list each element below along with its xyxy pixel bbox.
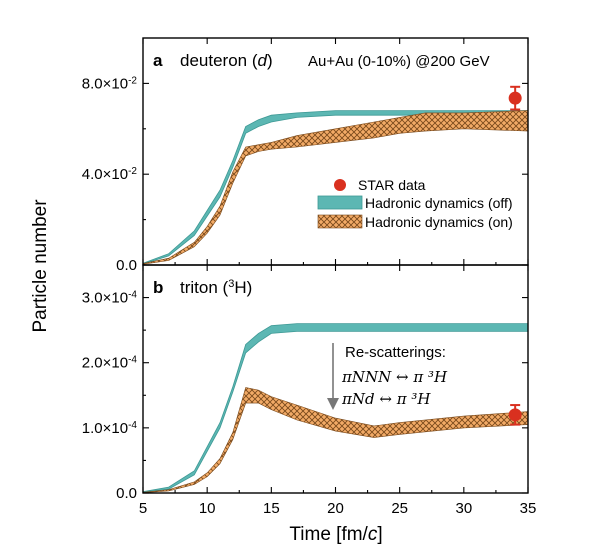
panel-a-star-point: [508, 91, 522, 105]
legend-on-label: Hadronic dynamics (on): [365, 214, 513, 230]
annotation-arrow-head: [327, 398, 339, 410]
panel-a-title: deuteron (d): [180, 51, 273, 70]
panel-b-y-tick-label: 0.0: [116, 485, 137, 502]
x-tick-label: 35: [520, 500, 537, 517]
x-tick-label: 20: [327, 500, 344, 517]
legend-off-swatch: [317, 195, 363, 210]
panel-b-letter: b: [153, 278, 163, 297]
panel-a-y-ticks: 0.0 4.0×10-2 8.0×10-2: [82, 75, 528, 274]
panel-a-points: [508, 85, 522, 111]
panel-a: 0.0 4.0×10-2 8.0×10-2 a deuteron (d) Au+Au…: [82, 37, 529, 274]
x-tick-label: 5: [139, 500, 147, 517]
legend-on-swatch: [317, 214, 363, 229]
panel-a-frame: [142, 37, 529, 266]
panel-b-points: [508, 404, 522, 426]
annotation-title: Re-scatterings:: [345, 344, 446, 361]
panel-b-y-tick-label: 2.0×10-4: [82, 354, 138, 372]
panel-b-x-ticks: 5 10 15 20 25 30 35: [139, 265, 537, 517]
x-tick-label: 30: [455, 500, 472, 517]
rescattering-annotation: Re-scatterings: πNNN ↔ π ³H πNd ↔ π ³H: [327, 343, 448, 410]
panel-b: 0.0 1.0×10-4 2.0×10-4 3.0×10-4 5 10 15 20 25 30 3…: [82, 264, 537, 517]
panel-b-band-hadronic-off: [142, 323, 529, 493]
x-tick-label: 15: [263, 500, 280, 517]
legend: STAR data Hadronic dynamics (off) Hadron…: [317, 177, 513, 230]
panel-a-y-tick-label: 4.0×10-2: [82, 166, 138, 184]
legend-star-marker: [334, 179, 346, 191]
panel-a-letter: a: [153, 51, 163, 70]
y-axis-title: Particle number: [30, 199, 51, 333]
annotation-line-1: πNNN ↔ π ³H: [341, 368, 448, 386]
panel-b-bands: [142, 323, 529, 494]
x-tick-label: 25: [391, 500, 408, 517]
x-tick-label: 10: [199, 500, 216, 517]
legend-off-label: Hadronic dynamics (off): [365, 195, 513, 211]
panel-b-title: triton (3H): [180, 278, 252, 297]
panel-b-star-point: [508, 408, 522, 422]
panel-b-y-ticks: 0.0 1.0×10-4 2.0×10-4 3.0×10-4: [82, 289, 528, 502]
panel-b-y-tick-label: 1.0×10-4: [82, 419, 138, 437]
panel-a-y-tick-label: 0.0: [116, 257, 137, 274]
x-axis-title: Time [fm/c]: [289, 524, 382, 545]
annotation-line-2: πNd ↔ π ³H: [341, 390, 431, 408]
legend-star-label: STAR data: [358, 177, 426, 193]
panel-b-y-tick-label: 3.0×10-4: [82, 289, 138, 307]
system-label: Au+Au (0-10%) @200 GeV: [308, 53, 490, 70]
panel-a-x-ticks: [142, 38, 529, 265]
panel-a-y-tick-label: 8.0×10-2: [82, 75, 138, 93]
